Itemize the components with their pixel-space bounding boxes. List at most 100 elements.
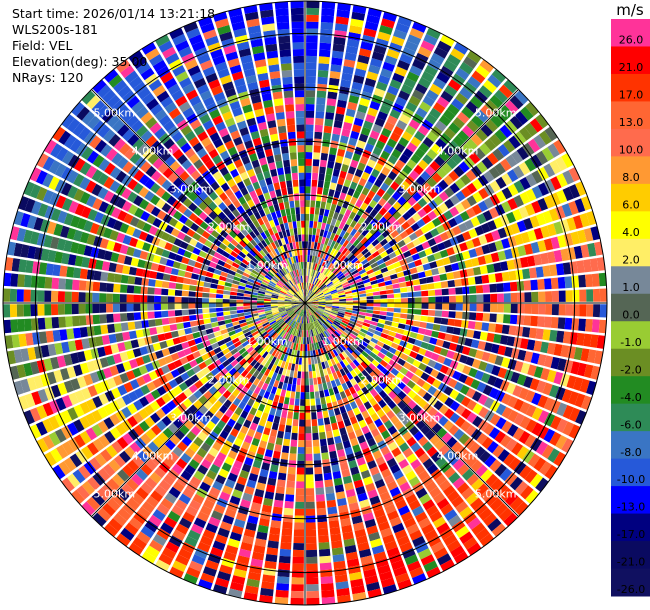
- range-gate: [331, 294, 339, 298]
- range-gate: [354, 428, 364, 438]
- range-gate: [237, 289, 245, 294]
- range-gate: [202, 566, 217, 577]
- range-gate: [306, 316, 309, 324]
- range-gate: [415, 353, 424, 362]
- range-gate: [553, 221, 564, 235]
- range-gate: [111, 473, 125, 487]
- range-gate: [520, 106, 534, 121]
- range-gate: [144, 520, 159, 533]
- range-gate: [377, 31, 391, 42]
- range-gate: [139, 396, 150, 407]
- range-gate: [519, 401, 531, 415]
- range-gate: [495, 390, 506, 402]
- range-gate: [471, 478, 484, 491]
- range-gate: [564, 317, 573, 330]
- range-gate: [218, 385, 227, 395]
- range-gate: [471, 522, 486, 536]
- range-gate: [103, 190, 115, 203]
- range-gate: [214, 372, 224, 381]
- ray: [305, 303, 412, 590]
- range-gate: [537, 354, 547, 366]
- range-gate: [436, 224, 446, 234]
- range-gate: [51, 304, 59, 316]
- range-gate: [266, 272, 273, 279]
- range-gate: [353, 522, 365, 532]
- range-gate: [369, 371, 378, 380]
- range-gate: [357, 54, 370, 65]
- range-gate: [453, 428, 465, 441]
- range-gate: [472, 178, 483, 191]
- range-gate: [100, 449, 113, 462]
- range-gate: [52, 464, 66, 480]
- range-gate: [326, 231, 332, 239]
- range-gate: [407, 389, 417, 399]
- range-gate: [282, 314, 289, 319]
- range-gate: [270, 321, 278, 328]
- range-gate: [476, 381, 487, 393]
- range-gate: [331, 323, 339, 329]
- range-gate: [193, 410, 204, 420]
- range-gate: [319, 562, 332, 571]
- range-gate: [394, 363, 403, 372]
- range-gate: [216, 284, 225, 290]
- range-gate: [512, 165, 525, 179]
- range-gate: [586, 304, 594, 317]
- range-gate: [286, 355, 291, 363]
- ray: [305, 1, 320, 303]
- range-gate: [138, 420, 150, 432]
- range-gate: [337, 148, 346, 157]
- range-gate: [280, 322, 287, 329]
- range-gate: [313, 313, 318, 320]
- range-gate: [561, 203, 573, 217]
- range-gate: [305, 206, 310, 214]
- range-gate: [400, 415, 411, 426]
- range-gate: [195, 356, 204, 365]
- range-gate: [265, 288, 273, 293]
- range-gate: [56, 238, 67, 251]
- range-gate: [313, 356, 318, 364]
- range-gate: [298, 303, 305, 306]
- range-gate: [29, 424, 42, 439]
- range-gate: [386, 410, 396, 420]
- range-gate: [393, 337, 401, 345]
- range-gate: [367, 159, 377, 169]
- range-gate: [489, 94, 504, 108]
- range-gate: [422, 154, 433, 165]
- range-gate: [355, 336, 363, 344]
- range-gate: [381, 468, 392, 479]
- range-gate: [444, 198, 455, 209]
- range-gate: [591, 273, 600, 287]
- range-gate: [213, 359, 222, 368]
- range-gate: [166, 411, 177, 422]
- range-gate: [357, 284, 365, 289]
- range-gate: [306, 14, 319, 22]
- range-gate: [233, 341, 242, 348]
- ray: [305, 303, 581, 439]
- range-gate: [384, 259, 393, 267]
- range-gate: [264, 308, 272, 312]
- range-gate: [292, 419, 299, 427]
- range-gate: [319, 159, 327, 168]
- range-gate: [503, 282, 511, 292]
- range-gate: [284, 376, 289, 384]
- range-gate: [333, 234, 339, 242]
- range-gate: [389, 486, 401, 497]
- range-gate: [309, 213, 314, 222]
- range-gate: [11, 334, 21, 348]
- range-gate: [287, 309, 294, 315]
- range-gate: [311, 299, 319, 302]
- range-gate: [331, 310, 339, 314]
- range-gate: [251, 313, 259, 317]
- range-gate: [310, 391, 315, 399]
- range-gate: [117, 384, 128, 396]
- range-gate: [438, 444, 450, 456]
- range-gate: [219, 404, 228, 414]
- range-gate: [305, 248, 308, 255]
- range-gate: [138, 365, 148, 375]
- range-gate: [490, 343, 500, 354]
- range-gate: [501, 420, 513, 433]
- range-gate: [307, 316, 311, 324]
- range-gate: [326, 499, 337, 508]
- range-gate: [235, 355, 244, 363]
- range-gate: [42, 189, 54, 204]
